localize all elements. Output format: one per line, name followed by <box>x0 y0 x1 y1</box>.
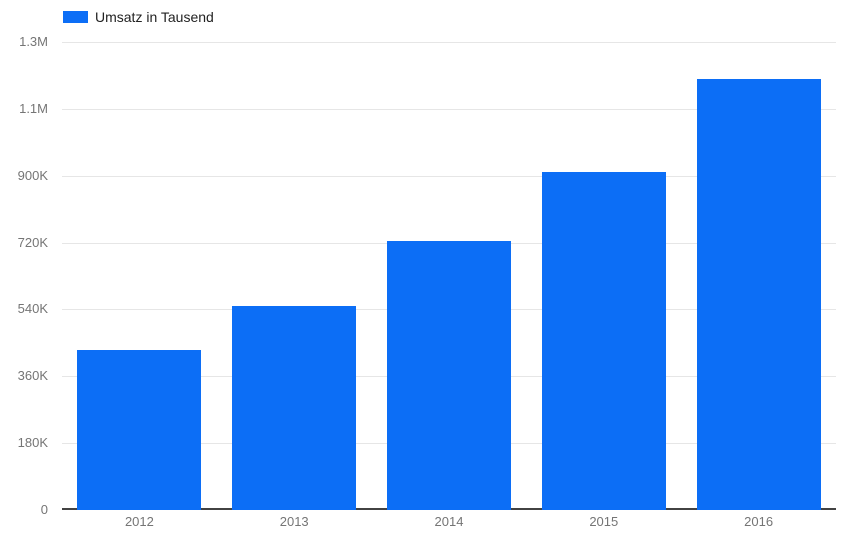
y-axis-tick-label: 180K <box>17 435 48 450</box>
bar-2013[interactable] <box>232 306 357 510</box>
gridline <box>62 176 836 177</box>
y-axis-tick-label: 360K <box>17 368 48 383</box>
gridline <box>62 42 836 43</box>
bar-2016[interactable] <box>696 79 821 510</box>
y-axis-tick-label: 540K <box>17 301 48 316</box>
gridline <box>62 109 836 110</box>
chart-legend: Umsatz in Tausend <box>63 9 214 25</box>
y-axis-tick-label: 1.3M <box>19 34 48 49</box>
x-axis-tick-label: 2015 <box>589 514 619 529</box>
bar-2012[interactable] <box>77 350 202 510</box>
bar-2014[interactable] <box>387 241 511 510</box>
x-axis-tick-label: 2013 <box>279 514 309 529</box>
x-axis-tick-label: 2012 <box>124 514 154 529</box>
y-axis-tick-label: 1.1M <box>19 101 48 116</box>
y-axis-tick-label: 900K <box>17 168 48 183</box>
legend-label: Umsatz in Tausend <box>95 9 214 25</box>
legend-swatch-icon <box>63 11 88 23</box>
plot-area <box>62 42 836 510</box>
x-axis: 2012 2013 2014 2015 2016 <box>62 514 836 532</box>
y-axis: 0 180K 360K 540K 720K 900K 1.1M 1.3M <box>0 35 48 517</box>
x-axis-tick-label: 2014 <box>434 514 464 529</box>
bar-2015[interactable] <box>541 172 666 510</box>
x-axis-tick-label: 2016 <box>744 514 774 529</box>
y-axis-tick-label: 0 <box>40 502 48 517</box>
y-axis-tick-label: 720K <box>17 235 48 250</box>
